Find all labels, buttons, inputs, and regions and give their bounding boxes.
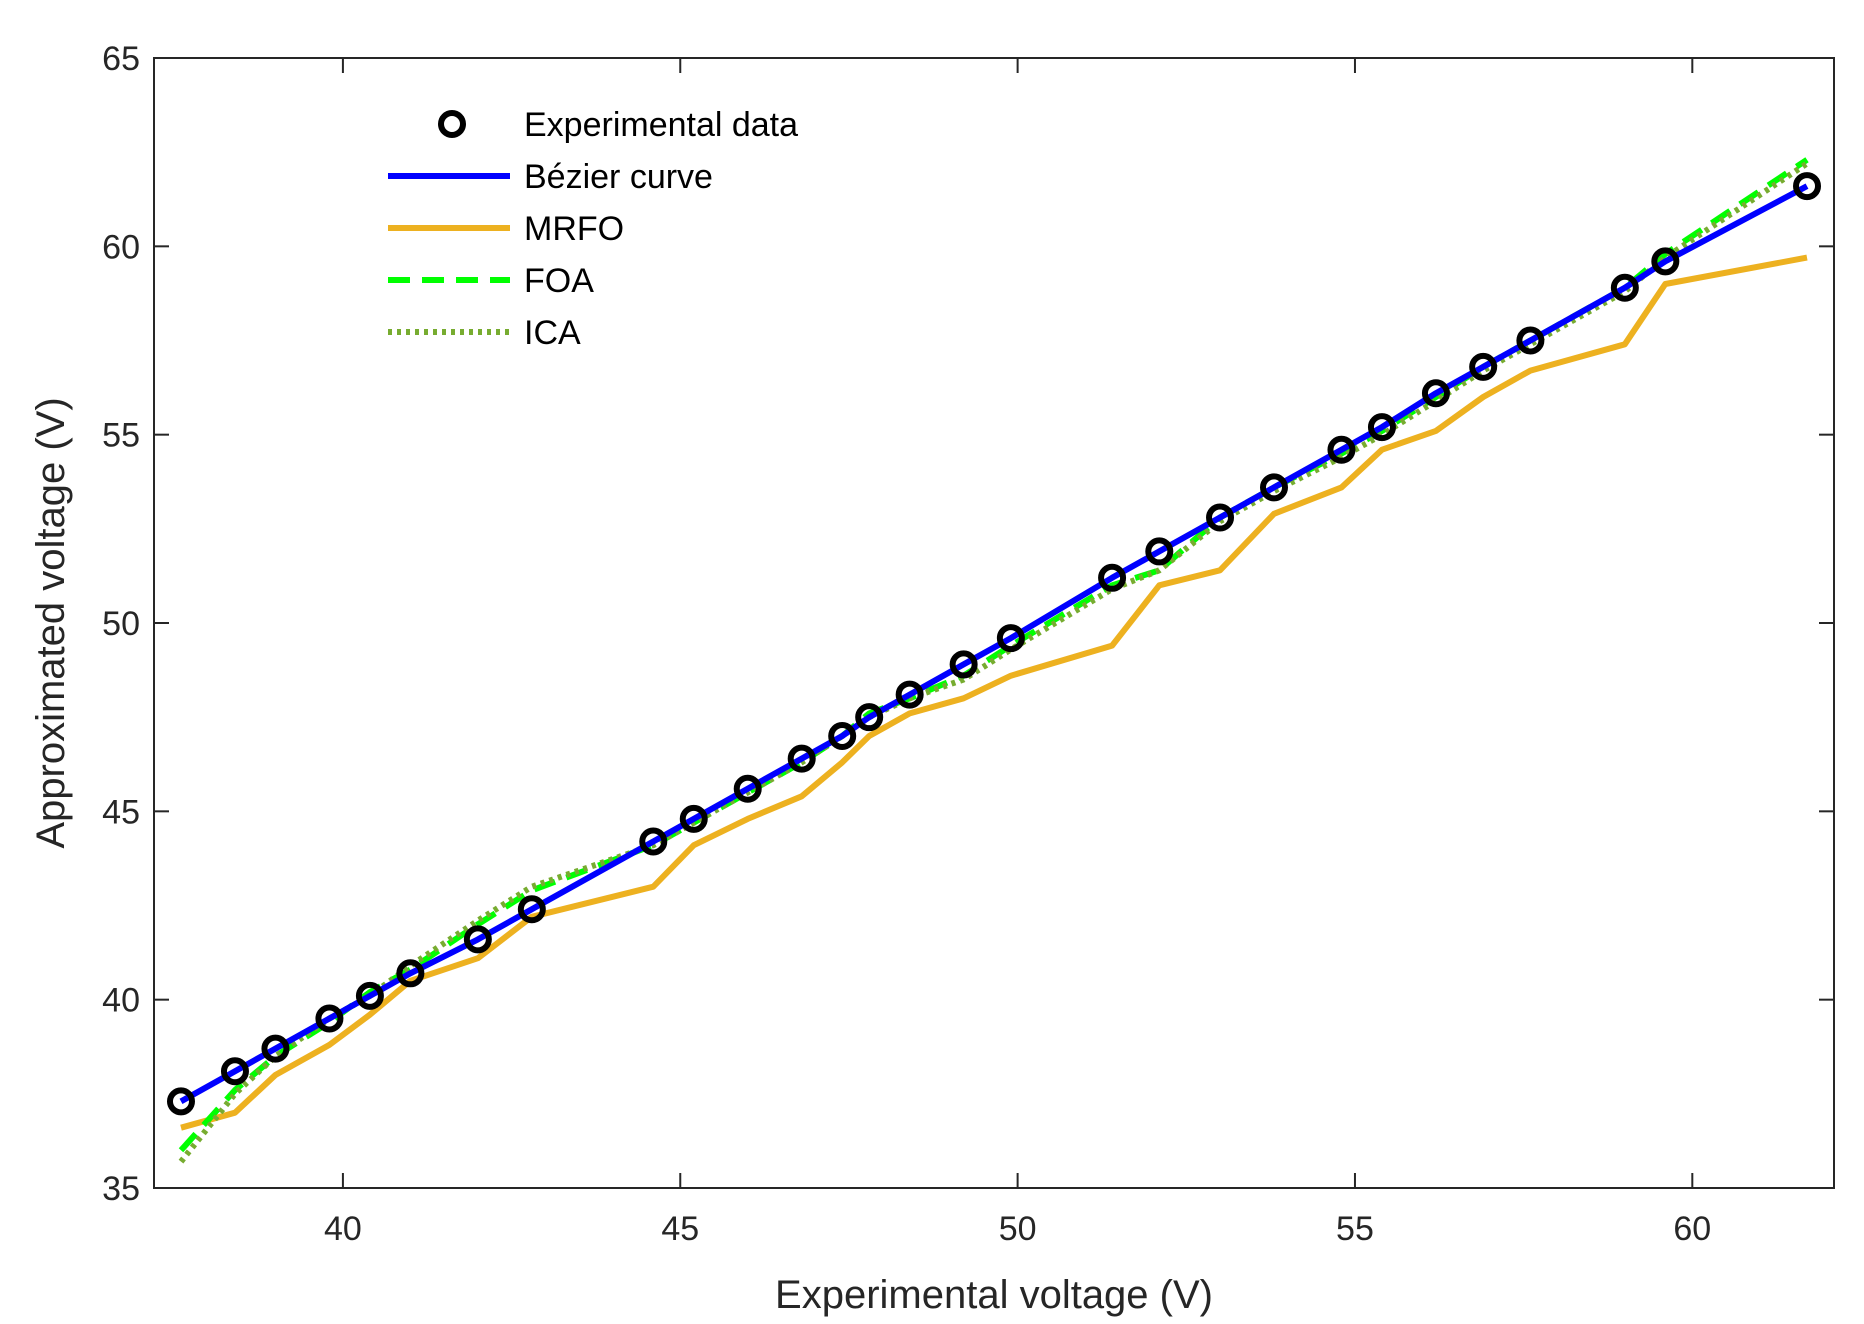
y-tick-label: 40 xyxy=(102,982,140,1020)
y-tick-label: 60 xyxy=(102,228,140,266)
data-point xyxy=(1098,563,1127,592)
series-line-b-zier-curve xyxy=(179,183,1809,1105)
data-point xyxy=(996,624,1025,653)
legend-label-mrfo: MRFO xyxy=(524,210,624,248)
legend-label-b-zier-curve: Bézier curve xyxy=(524,158,713,196)
series-line-ica xyxy=(178,161,1809,1164)
x-tick-label: 55 xyxy=(1336,1210,1374,1248)
data-point xyxy=(1145,537,1174,566)
x-tick-label: 50 xyxy=(999,1210,1037,1248)
data-point xyxy=(1651,247,1680,276)
data-point xyxy=(787,744,816,773)
data-point xyxy=(166,1087,195,1116)
data-point xyxy=(733,774,762,803)
legend-label-ica: ICA xyxy=(524,314,581,352)
y-tick-label: 45 xyxy=(102,793,140,831)
data-point xyxy=(396,959,425,988)
x-tick-label: 40 xyxy=(324,1210,362,1248)
data-point xyxy=(1516,326,1545,355)
data-point xyxy=(855,703,884,732)
data-point xyxy=(1260,473,1288,502)
data-point xyxy=(517,895,546,924)
y-axis-label: Approximated voltage (V) xyxy=(29,397,73,848)
data-point xyxy=(1367,413,1396,442)
legend-marker-experimental-data xyxy=(438,110,466,138)
data-point xyxy=(261,1034,290,1063)
legend-label-experimental-data: Experimental data xyxy=(524,106,798,144)
series-line-mrfo xyxy=(180,254,1808,1131)
y-tick-label: 55 xyxy=(102,417,140,455)
x-tick-label: 60 xyxy=(1673,1210,1711,1248)
data-point xyxy=(463,925,492,954)
x-axis-label: Experimental voltage (V) xyxy=(775,1273,1213,1317)
data-point xyxy=(1610,273,1639,302)
data-point xyxy=(1421,379,1450,408)
data-point xyxy=(1327,435,1356,464)
data-point xyxy=(639,827,668,856)
y-tick-label: 35 xyxy=(102,1170,140,1208)
x-tick-label: 45 xyxy=(661,1210,699,1248)
data-point xyxy=(949,650,978,679)
series-experimental-data xyxy=(166,172,1822,1116)
plot-area xyxy=(166,157,1822,1164)
data-point xyxy=(315,1004,344,1033)
data-point xyxy=(355,981,384,1010)
y-tick-label: 65 xyxy=(102,40,140,78)
axis-ticks: 40 45 50 55 60 35 40 45 50 55 60 65 xyxy=(102,40,1834,1248)
series-line-foa xyxy=(178,157,1809,1153)
data-point xyxy=(1206,503,1235,532)
data-point xyxy=(828,722,857,750)
y-tick-label: 50 xyxy=(102,605,140,643)
data-point xyxy=(895,680,924,709)
data-point xyxy=(1793,172,1822,201)
legend-label-foa: FOA xyxy=(524,262,594,300)
data-point xyxy=(220,1057,249,1086)
data-point xyxy=(679,804,708,833)
legend: Experimental data Bézier curve MRFO FOA ICA xyxy=(388,106,798,352)
data-point xyxy=(1469,352,1498,381)
